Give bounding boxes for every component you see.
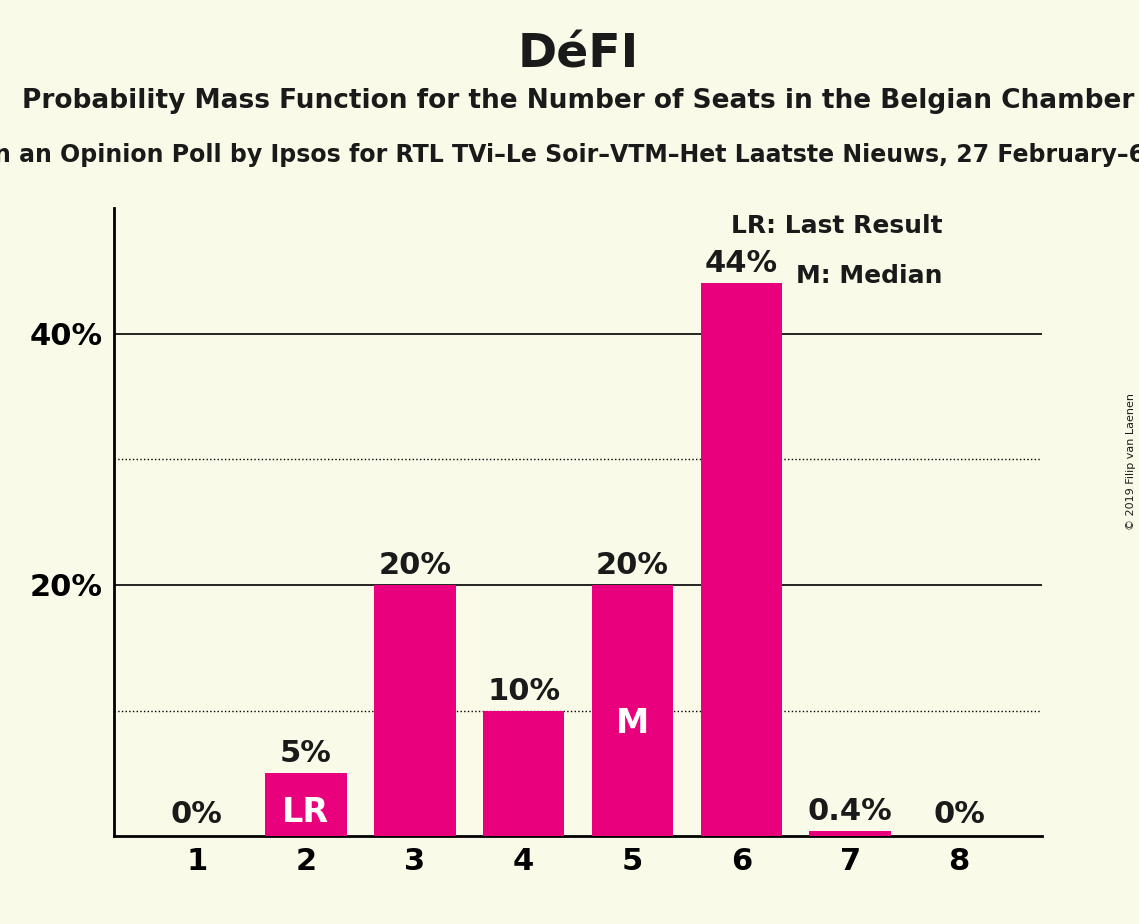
Text: 10%: 10% (487, 676, 560, 706)
Bar (810, 832, 891, 836)
Bar (483, 711, 565, 836)
Text: n an Opinion Poll by Ipsos for RTL TVi–Le Soir–VTM–Het Laatste Nieuws, 27 Februa: n an Opinion Poll by Ipsos for RTL TVi–L… (0, 143, 1139, 167)
Text: 0.4%: 0.4% (808, 797, 893, 826)
Text: Probability Mass Function for the Number of Seats in the Belgian Chamber: Probability Mass Function for the Number… (22, 88, 1134, 114)
Text: 20%: 20% (378, 551, 451, 580)
Bar (265, 773, 346, 836)
Text: LR: LR (282, 796, 329, 829)
Text: 0%: 0% (171, 799, 223, 829)
Text: 0%: 0% (933, 799, 985, 829)
Text: 44%: 44% (705, 249, 778, 278)
Bar (591, 585, 673, 836)
Text: M: M (616, 707, 649, 739)
Text: LR: Last Result: LR: Last Result (731, 214, 943, 238)
Bar (700, 284, 782, 836)
Text: 5%: 5% (280, 739, 331, 769)
Text: DéFI: DéFI (517, 32, 639, 78)
Text: © 2019 Filip van Laenen: © 2019 Filip van Laenen (1126, 394, 1136, 530)
Text: 20%: 20% (596, 551, 669, 580)
Bar (374, 585, 456, 836)
Text: M: Median: M: Median (796, 264, 943, 288)
